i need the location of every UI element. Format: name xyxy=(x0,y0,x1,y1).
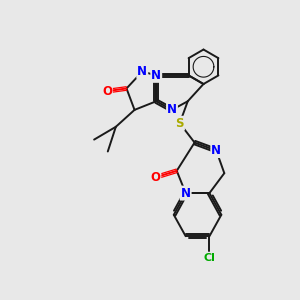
Text: N: N xyxy=(167,103,177,116)
Text: S: S xyxy=(176,117,184,130)
Text: N: N xyxy=(181,187,191,200)
Text: O: O xyxy=(102,85,112,98)
Text: N: N xyxy=(151,69,161,82)
Text: N: N xyxy=(137,65,147,78)
Text: N: N xyxy=(211,144,221,157)
Text: O: O xyxy=(150,171,160,184)
Text: Cl: Cl xyxy=(203,253,215,262)
